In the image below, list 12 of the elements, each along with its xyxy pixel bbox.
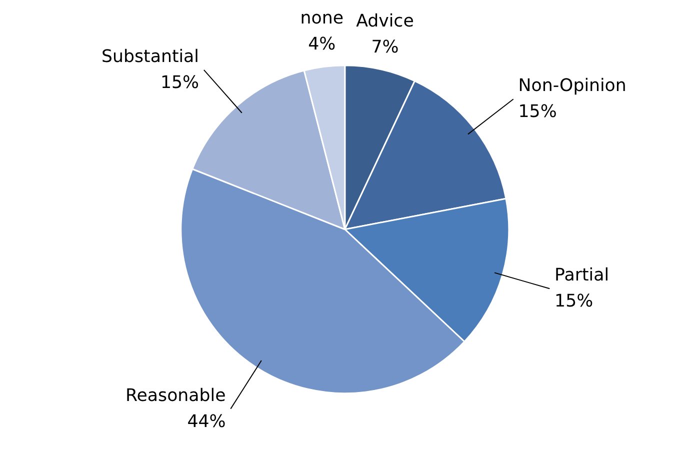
data-label: 44%	[187, 412, 226, 432]
slice-label: Substantial	[102, 46, 199, 67]
slice-label: Advice	[356, 11, 414, 32]
slice-label: Non-Opinion	[518, 76, 626, 96]
data-label: 4%	[308, 34, 336, 54]
data-label: 15%	[518, 102, 557, 122]
slice-label: none	[300, 8, 344, 28]
data-label: 15%	[160, 72, 199, 93]
slice-label: Reasonable	[125, 386, 226, 406]
data-label: 7%	[371, 37, 399, 58]
data-label: 15%	[554, 292, 594, 312]
slice-label: Partial	[554, 266, 610, 286]
